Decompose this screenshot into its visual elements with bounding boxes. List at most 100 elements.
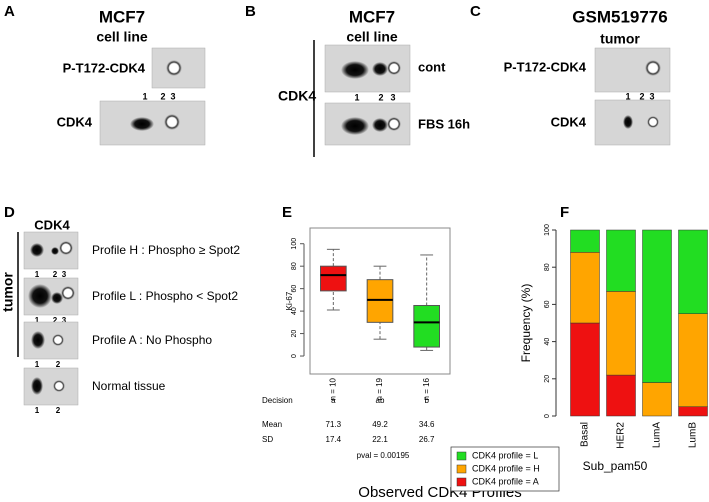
blot-spot (30, 243, 44, 257)
blot-spot (387, 61, 401, 75)
y-tick-label: 20 (544, 375, 551, 383)
y-axis-label: Frequency (%) (519, 284, 533, 363)
x-tick-label: n = 19 (375, 377, 384, 400)
box (366, 279, 394, 323)
row-label: CDK4 (551, 114, 587, 129)
table-cell: 71.3 (326, 420, 342, 429)
panel-title: CDK4 (34, 217, 70, 232)
row-label: Profile A : No Phospho (92, 333, 212, 347)
table-cell: ab (376, 396, 385, 405)
y-tick-label: 80 (544, 263, 551, 271)
blot-spot (645, 60, 661, 76)
row-label: Normal tissue (92, 379, 166, 393)
x-tick-label: LumA (652, 422, 663, 448)
legend-swatch (456, 477, 467, 487)
table-row-label: SD (262, 435, 273, 444)
bar-segment (570, 322, 600, 417)
row-label: CDK4 (57, 114, 93, 129)
plot-frame (309, 227, 451, 375)
blot-spot (130, 117, 154, 131)
panel-subtitle: tumor (600, 31, 640, 47)
bar-segment (606, 291, 636, 376)
blot-spot (372, 118, 388, 132)
note: pval = 0.00195 (357, 451, 410, 460)
panel-title: MCF7 (99, 7, 145, 26)
blot-spot (52, 334, 64, 346)
lane-number: 3 (62, 270, 67, 279)
table-row-label: Mean (262, 420, 282, 429)
bar-segment (642, 229, 672, 383)
blot-spot (164, 114, 180, 130)
blot-spot (51, 247, 59, 255)
lane-number: 1 (142, 91, 147, 101)
table-cell: b (424, 396, 429, 405)
bar-segment (678, 313, 708, 407)
x-axis-label: Sub_pam50 (583, 459, 648, 473)
y-tick-label: 60 (291, 285, 298, 293)
table-row-label: Decision (262, 396, 293, 405)
table-cell: 22.1 (372, 435, 388, 444)
blot-spot (387, 117, 401, 131)
x-tick-label: n = 10 (328, 377, 337, 400)
panel-letter: B (245, 3, 256, 20)
group-label: CDK4 (278, 88, 316, 104)
panel-letter: A (4, 3, 15, 20)
y-tick-label: 100 (291, 238, 298, 250)
blot-spot (59, 241, 73, 255)
lane-number: 1 (35, 406, 40, 415)
panel-title: GSM519776 (572, 7, 667, 26)
bar-segment (678, 229, 708, 314)
blot-spot (166, 60, 182, 76)
y-tick-label: 0 (544, 414, 551, 418)
lane-number: 3 (390, 92, 395, 102)
blot-spot (31, 377, 43, 395)
y-tick-label: 40 (291, 307, 298, 315)
lane-number: 2 (53, 270, 58, 279)
blot-spot (51, 292, 63, 304)
blot (99, 100, 206, 146)
row-label: FBS 16h (418, 116, 470, 131)
lane-number: 1 (625, 91, 630, 101)
blot-spot (28, 284, 52, 308)
lane-number: 3 (649, 91, 654, 101)
bar-segment (570, 229, 600, 253)
y-tick-label: 0 (291, 354, 298, 358)
legend-label: CDK4 profile = H (472, 463, 540, 473)
blot-spot (61, 286, 75, 300)
panel-letter: F (560, 204, 569, 221)
blot-spot (53, 380, 65, 392)
blot-spot (341, 117, 369, 135)
row-label: cont (418, 59, 446, 74)
lane-number: 3 (62, 316, 67, 325)
table-cell: 49.2 (372, 420, 388, 429)
lane-number: 3 (170, 91, 175, 101)
lane-number: 2 (160, 91, 165, 101)
lane-number: 2 (378, 92, 383, 102)
blot-spot (623, 115, 633, 129)
box (413, 304, 441, 348)
lane-number: 1 (35, 270, 40, 279)
lane-number: 2 (639, 91, 644, 101)
panel-subtitle: cell line (96, 29, 148, 45)
y-axis-label: Ki-67 (285, 291, 294, 310)
blot-spot (647, 116, 659, 128)
x-tick-label: n = 16 (422, 377, 431, 400)
row-label: P-T172-CDK4 (63, 60, 146, 75)
lane-number: 2 (56, 360, 61, 369)
bar-segment (570, 252, 600, 324)
x-tick-label: LumB (688, 422, 699, 448)
legend-swatch (456, 451, 467, 461)
y-tick-label: 80 (291, 262, 298, 270)
group-label: tumor (0, 272, 16, 312)
x-tick-label: HER2 (616, 422, 627, 449)
panel-letter: E (282, 204, 292, 221)
panel-letter: C (470, 3, 481, 20)
bar-segment (678, 406, 708, 417)
table-cell: 26.7 (419, 435, 435, 444)
panel-letter: D (4, 204, 15, 221)
lane-number: 2 (56, 406, 61, 415)
x-tick-label: Basal (580, 422, 591, 447)
legend-box (450, 446, 560, 492)
lane-number: 1 (35, 360, 40, 369)
